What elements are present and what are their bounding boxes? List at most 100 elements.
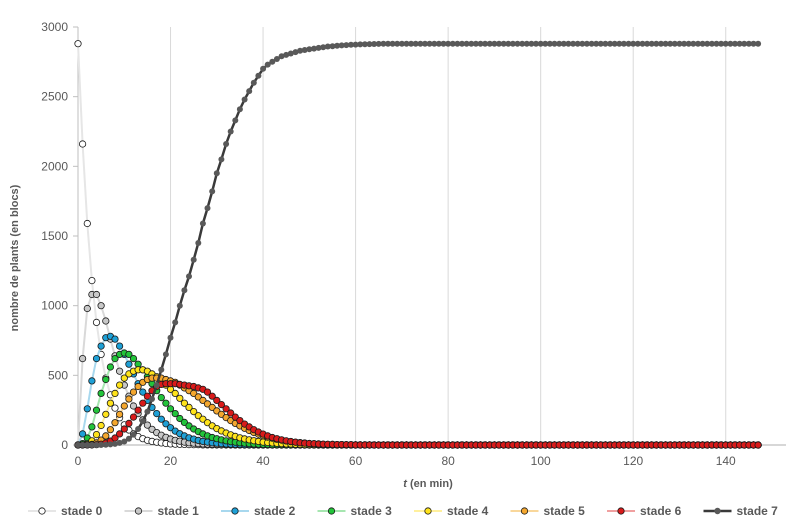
data-point: [135, 426, 142, 432]
data-point: [185, 403, 193, 411]
data-point: [84, 442, 91, 448]
x-tick-label: 0: [75, 454, 82, 468]
data-point: [671, 40, 678, 47]
data-point: [616, 40, 623, 47]
data-point: [463, 40, 470, 47]
data-point: [129, 354, 138, 363]
data-point: [106, 363, 115, 371]
data-point: [380, 40, 387, 47]
data-point: [121, 438, 128, 445]
data-point: [287, 50, 294, 57]
data-point: [125, 419, 133, 427]
data-point: [106, 399, 115, 407]
legend-marker: [231, 507, 239, 515]
data-point: [357, 41, 364, 48]
data-point: [92, 406, 101, 414]
data-point: [639, 40, 646, 47]
legend-label: stade 0: [61, 504, 103, 518]
data-point: [273, 56, 280, 62]
data-point: [181, 287, 188, 294]
data-point: [162, 399, 170, 407]
data-point: [278, 53, 285, 60]
data-point: [75, 442, 81, 448]
data-point: [143, 392, 151, 400]
data-point: [695, 40, 701, 47]
data-point: [79, 442, 86, 448]
data-point: [371, 41, 378, 47]
data-point: [241, 96, 248, 103]
data-point: [236, 416, 244, 425]
data-point: [130, 431, 137, 438]
legend-marker: [38, 507, 46, 515]
data-point: [125, 350, 133, 358]
data-point: [754, 441, 762, 449]
data-point: [514, 40, 521, 47]
data-point: [227, 409, 235, 417]
data-point: [505, 40, 512, 47]
data-point: [440, 40, 447, 47]
data-point: [102, 317, 110, 325]
data-point: [509, 40, 516, 47]
legend-marker: [714, 507, 721, 515]
data-point: [297, 47, 304, 54]
data-point: [129, 402, 138, 410]
data-point: [111, 404, 119, 412]
data-point: [315, 44, 322, 51]
data-point: [408, 40, 415, 47]
legend-item: stade 2: [221, 504, 296, 518]
data-point: [176, 414, 184, 423]
data-point: [546, 40, 553, 47]
y-tick-label: 1000: [41, 299, 68, 313]
data-point: [311, 45, 317, 52]
data-point: [620, 40, 627, 47]
x-tick-label: 120: [623, 454, 643, 468]
data-point: [93, 442, 100, 448]
data-point: [366, 41, 373, 48]
y-tick-label: 3000: [41, 20, 68, 34]
data-point: [97, 342, 105, 350]
data-point: [426, 40, 433, 47]
data-point: [570, 40, 577, 47]
legend-label: stade 6: [640, 504, 682, 518]
x-axis-title: t (en min): [403, 478, 453, 490]
data-point: [116, 381, 124, 389]
data-point: [681, 40, 688, 47]
data-point: [662, 40, 669, 47]
data-point: [204, 205, 211, 212]
data-point: [112, 440, 118, 447]
x-axis-title-unit: (en min): [407, 478, 453, 490]
data-point: [755, 40, 762, 47]
data-point: [491, 40, 498, 47]
data-point: [107, 441, 114, 448]
data-point: [102, 441, 109, 448]
data-point: [218, 156, 225, 163]
data-point: [472, 40, 479, 47]
data-point: [92, 430, 101, 439]
data-point: [741, 40, 748, 47]
data-point: [134, 382, 142, 391]
data-point: [199, 220, 206, 227]
data-point: [143, 421, 151, 429]
data-point: [486, 40, 493, 47]
data-point: [162, 351, 169, 358]
data-point: [83, 405, 91, 413]
data-point: [125, 360, 133, 368]
legend-label: stade 5: [544, 504, 586, 518]
legend-label: stade 2: [254, 504, 296, 518]
data-point: [97, 302, 105, 310]
data-point: [537, 40, 544, 47]
data-point: [255, 72, 262, 79]
data-point: [533, 40, 539, 47]
data-point: [102, 432, 110, 440]
data-point: [361, 41, 368, 48]
data-point: [111, 354, 119, 363]
data-point: [658, 40, 664, 47]
data-point: [92, 290, 101, 299]
y-tick-label: 1500: [41, 229, 68, 243]
data-point: [292, 49, 299, 56]
data-point: [92, 318, 101, 326]
data-point: [667, 40, 674, 47]
data-point: [449, 40, 456, 47]
data-point: [88, 423, 96, 431]
